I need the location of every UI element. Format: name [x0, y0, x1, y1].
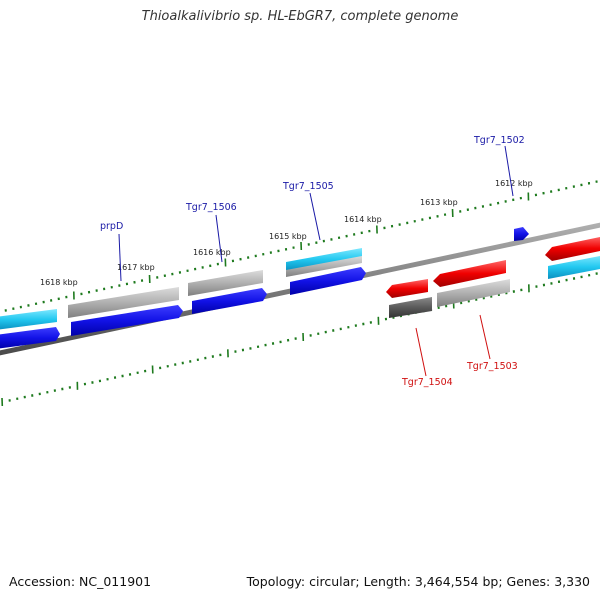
forward-gene-labels: prpD Tgr7_1506 Tgr7_1505 Tgr7_1502: [100, 135, 525, 282]
gene-Tgr7-1502: [514, 227, 529, 241]
kbp-label: 1615 kbp: [269, 232, 307, 241]
kbp-label: 1614 kbp: [344, 215, 382, 224]
gene-label-Tgr7-1505: Tgr7_1505: [282, 181, 334, 192]
leader-line: [504, 145, 514, 197]
genome-stats-text: Topology: circular; Length: 3,464,554 bp…: [246, 574, 590, 589]
accession-text: Accession: NC_011901: [9, 574, 152, 589]
leader-line: [118, 233, 122, 282]
gene-label-Tgr7-1502: Tgr7_1502: [473, 135, 525, 146]
gene-Tgr7-1503: [437, 279, 510, 307]
gene-label-Tgr7-1503: Tgr7_1503: [466, 361, 518, 372]
gene-blue-prpD-strand: [71, 305, 183, 336]
gene-Tgr7-1505-cyan: [286, 248, 362, 271]
gene-Tgr7-1504-dark: [389, 297, 432, 318]
map-title: Thioalkalivibrio sp. HL-EbGR7, complete …: [141, 9, 459, 24]
kbp-label: 1612 kbp: [495, 179, 533, 188]
leader-line: [215, 214, 223, 263]
gene-Tgr7-1506: [188, 270, 263, 296]
outer-tick-row: [4, 180, 598, 312]
gene-label-Tgr7-1506: Tgr7_1506: [185, 202, 237, 213]
kbp-label: 1618 kbp: [40, 278, 78, 287]
gene-prpD: [68, 287, 179, 318]
gene-red-right: [545, 237, 600, 261]
gene-Tgr7-1504: [386, 279, 428, 298]
gene-Tgr7-1505-gray: [286, 256, 362, 277]
reverse-gene-labels: Tgr7_1504 Tgr7_1503: [401, 314, 518, 388]
gene-features: [0, 227, 600, 349]
gene-cyan-left: [0, 309, 57, 330]
leader-line: [415, 327, 427, 377]
gene-blue-1505-strand: [290, 267, 366, 295]
gene-label-prpD: prpD: [100, 221, 123, 232]
kbp-labels: 1618 kbp 1617 kbp 1616 kbp 1615 kbp 1614…: [40, 179, 533, 287]
leader-line: [309, 192, 321, 241]
gene-Tgr7-1503-red: [433, 260, 506, 287]
kbp-label: 1616 kbp: [193, 248, 231, 257]
kbp-label: 1617 kbp: [117, 263, 155, 272]
gene-blue-left: [0, 327, 60, 349]
leader-line: [479, 314, 491, 360]
gene-cyan-right: [548, 255, 600, 279]
gene-label-Tgr7-1504: Tgr7_1504: [401, 377, 453, 388]
kbp-label: 1613 kbp: [420, 198, 458, 207]
gene-blue-1506-strand: [192, 288, 267, 314]
